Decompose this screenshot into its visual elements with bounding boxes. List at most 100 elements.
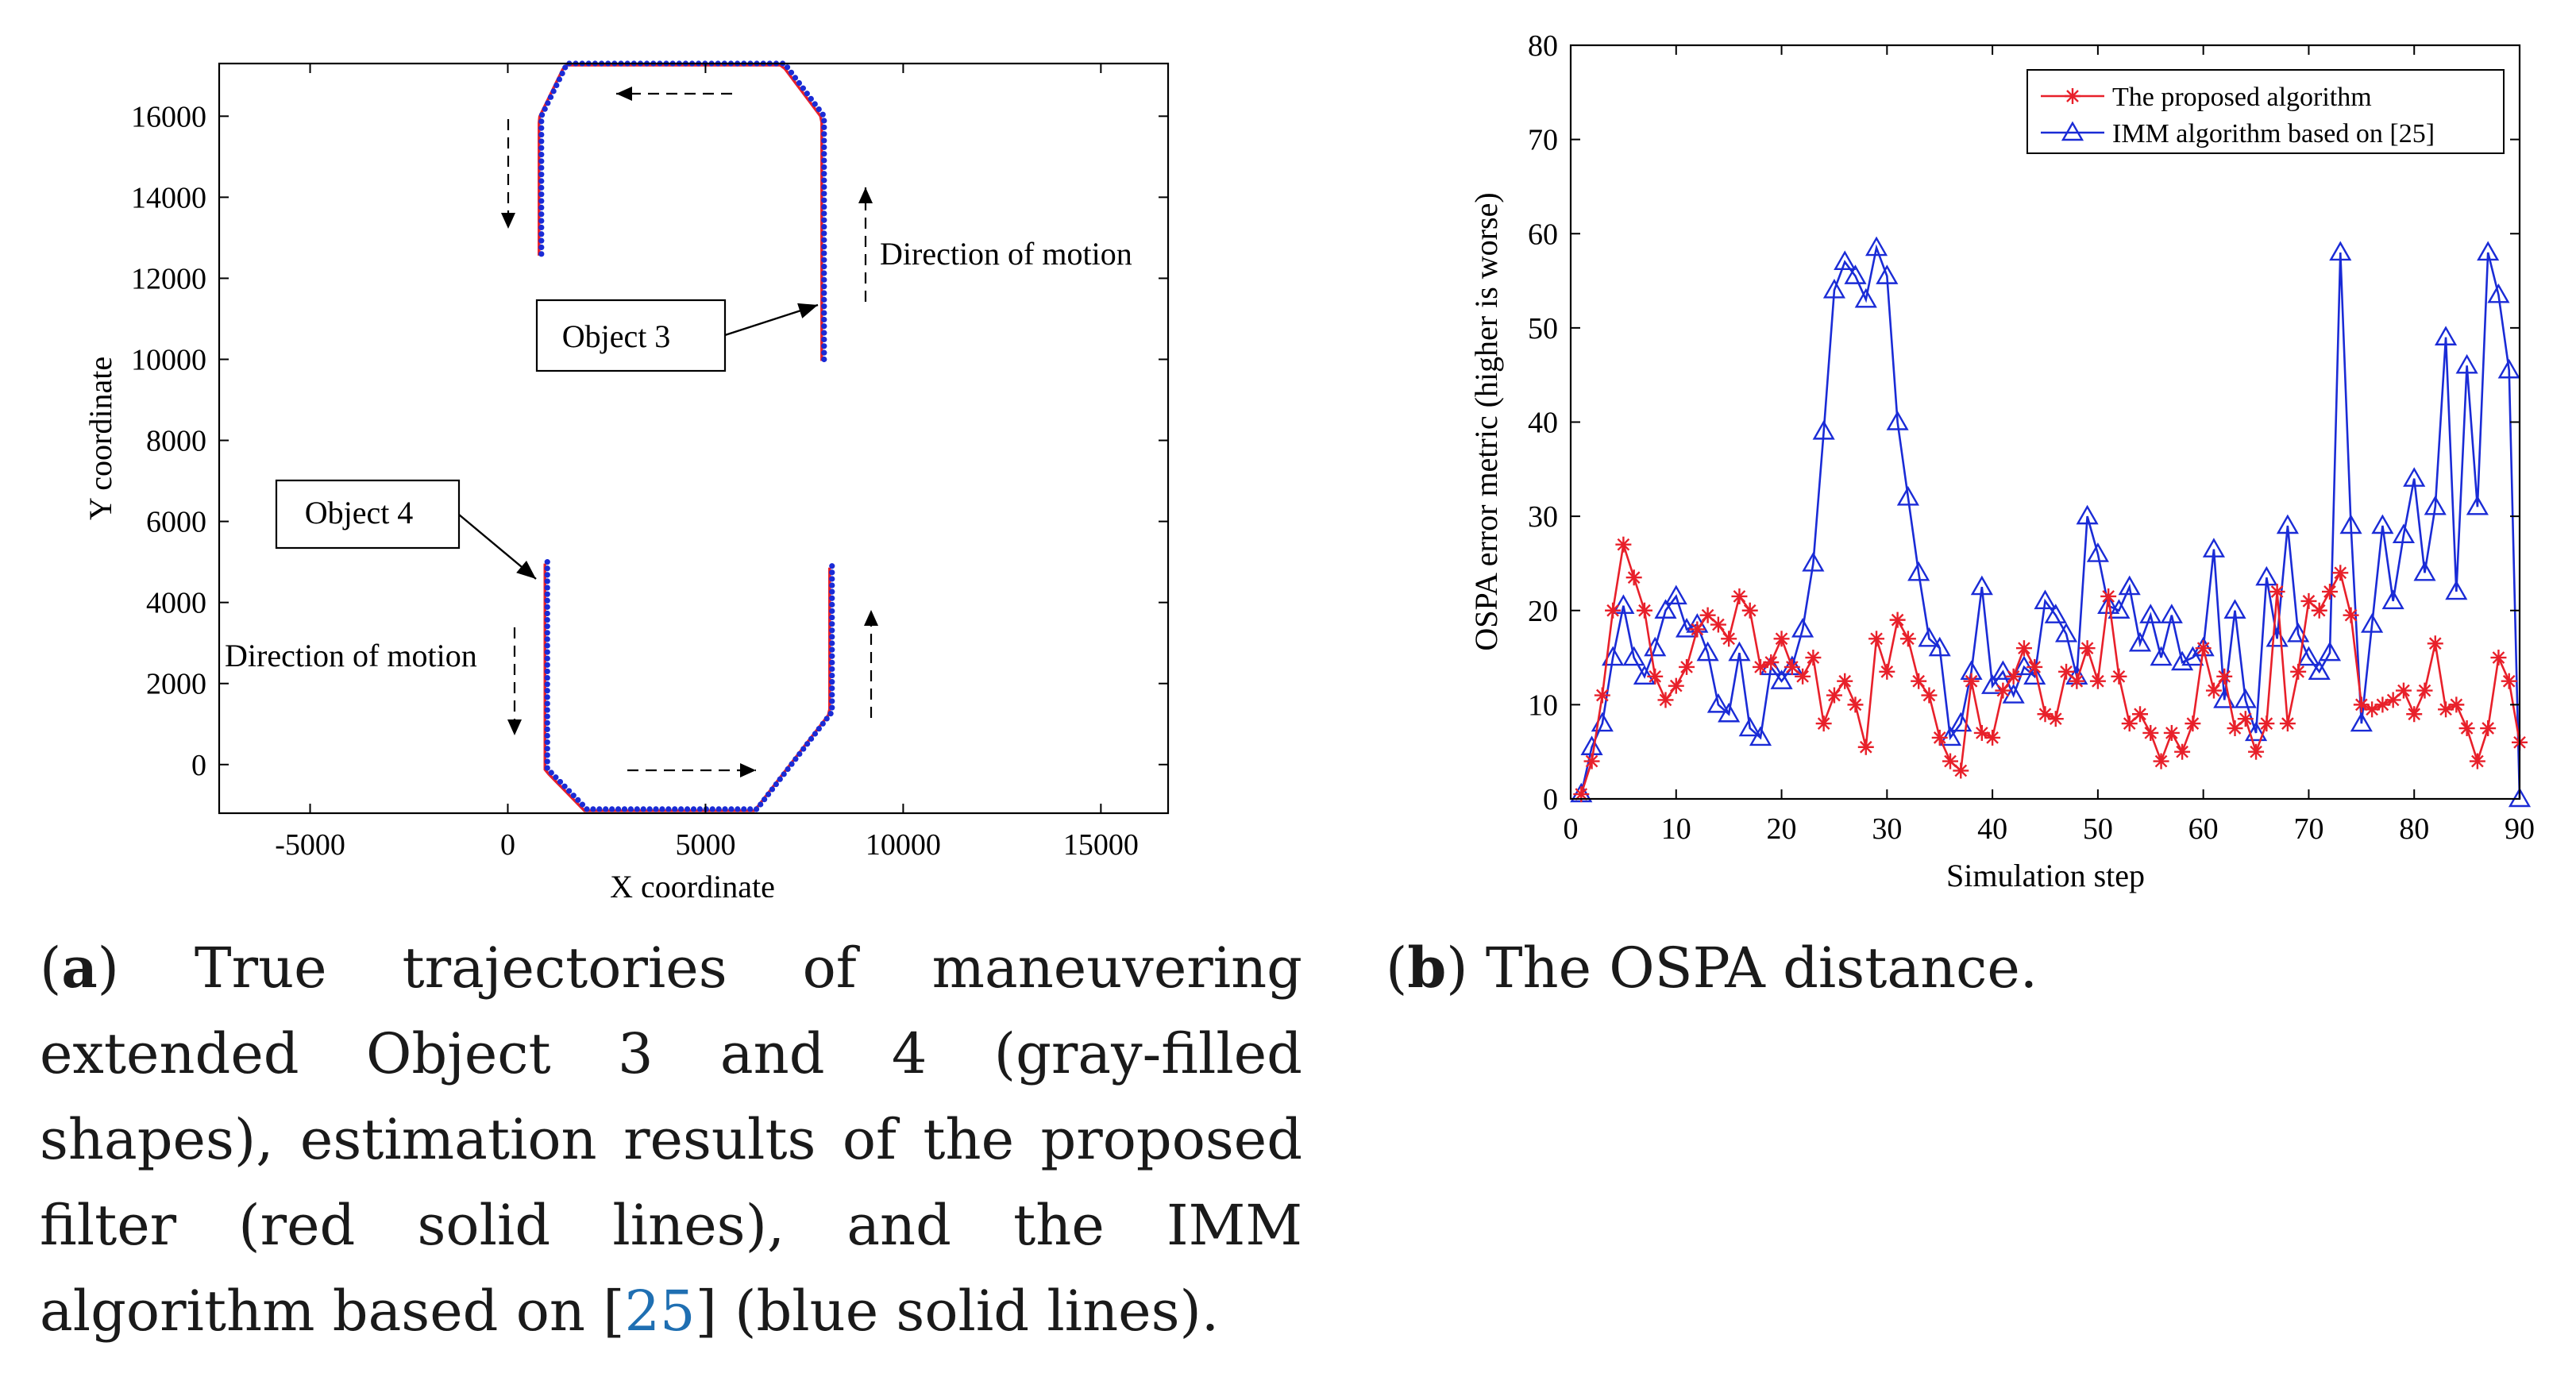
object4-imm-point	[747, 806, 754, 812]
proposed-point	[2501, 673, 2517, 689]
imm-point	[1675, 618, 1699, 638]
object4-imm-point	[584, 806, 590, 812]
object3-imm-point	[821, 191, 827, 197]
object4-imm-point	[544, 616, 550, 623]
object4-imm-point	[829, 685, 835, 692]
proposed-point	[2406, 706, 2423, 723]
object3-imm-point	[800, 85, 806, 91]
imm-point	[1992, 660, 2015, 681]
object3-imm-point	[821, 118, 827, 124]
direction-arrow-down-bottom	[507, 627, 522, 735]
ospa-y-tick-label: 50	[1528, 312, 1558, 345]
object4-imm-point	[646, 806, 653, 812]
proposed-point	[2269, 584, 2285, 600]
object3-imm-point	[538, 198, 545, 204]
trajectory-chart: -5000 0 5000 10000 15000 0 2000 4000 6000 8000 100…	[0, 0, 1286, 897]
object4-imm-point	[544, 565, 550, 572]
object3-imm-point	[821, 303, 827, 310]
ospa-y-tick-label: 10	[1528, 689, 1558, 722]
imm-point	[1728, 641, 1751, 662]
proposed-point	[1784, 658, 1800, 675]
object3-imm-point	[538, 145, 545, 151]
imm-point	[2466, 495, 2489, 515]
imm-point	[1696, 641, 1719, 662]
object3-imm-point	[538, 224, 545, 231]
proposed-point	[1805, 650, 1822, 666]
object3-imm-point	[538, 152, 545, 158]
ospa-x-tick-label: 90	[2505, 812, 2535, 846]
imm-point	[2107, 599, 2131, 619]
caption-a-citation-link[interactable]: 25	[624, 1279, 696, 1344]
ospa-chart: 0 10 20 30 40 50 60 70 80 90 0 10 20 30 40 50 60 70 80 Sim…	[1398, 0, 2576, 905]
imm-point	[2202, 538, 2226, 557]
imm-point	[2276, 514, 2299, 534]
proposed-series	[1573, 536, 2528, 803]
proposed-point	[1657, 692, 1674, 708]
imm-point	[2403, 467, 2426, 487]
object4-imm-point	[548, 770, 554, 776]
object3-imm-point	[538, 118, 545, 125]
imm-point	[2392, 523, 2416, 544]
object3-imm-point	[821, 203, 827, 210]
object3-imm-point	[821, 124, 827, 130]
proposed-point	[2469, 753, 2485, 770]
proposed-point	[2480, 720, 2497, 737]
proposed-point	[2448, 696, 2465, 713]
direction-arrow-up-bottom	[864, 610, 878, 718]
proposed-point	[1731, 588, 1748, 604]
proposed-point	[1857, 739, 1874, 755]
imm-point	[1981, 674, 2004, 694]
object3-imm-point	[821, 177, 827, 183]
imm-point	[2139, 604, 2162, 623]
imm-point	[1938, 726, 1962, 746]
imm-point	[1844, 264, 1867, 284]
object4-imm-point	[544, 707, 550, 713]
proposed-point	[1921, 687, 1938, 704]
object4-imm-point	[728, 806, 735, 812]
proposed-point	[2227, 720, 2243, 737]
imm-point	[2012, 655, 2036, 676]
object3-imm-point	[821, 290, 827, 296]
object3-imm-point	[538, 178, 545, 184]
imm-point	[1664, 584, 1687, 605]
proposed-point	[2005, 668, 2022, 685]
proposed-point	[1899, 631, 1916, 647]
object4-imm-point	[808, 735, 815, 742]
proposed-point	[1837, 673, 1853, 689]
imm-point	[1802, 552, 1825, 572]
proposed-point	[1795, 668, 1811, 685]
object4-imm-point	[829, 608, 835, 615]
imm-point	[2329, 241, 2352, 261]
imm-point	[2434, 326, 2458, 345]
proposed-point	[2364, 701, 2381, 718]
ospa-x-tick-label: 20	[1767, 812, 1797, 846]
imm-point	[2044, 604, 2067, 623]
imm-point	[2487, 283, 2510, 303]
ospa-x-tick-label: 70	[2293, 812, 2323, 846]
proposed-point	[1699, 607, 1716, 623]
imm-point	[1738, 716, 1761, 737]
trajectory-x-axis-label: X coordinate	[610, 869, 775, 897]
object3-label: Object 3	[562, 318, 671, 354]
object4-imm-point	[609, 806, 615, 812]
proposed-point	[2290, 663, 2307, 680]
legend-label-proposed: The proposed algorithm	[2112, 83, 2372, 112]
object4-imm-point	[640, 806, 646, 812]
object4-imm-point	[829, 665, 835, 673]
imm-point	[2339, 514, 2362, 534]
proposed-point	[1984, 729, 2001, 746]
object3-imm-point	[808, 95, 814, 102]
object4-imm-point	[627, 806, 634, 812]
object4-imm-point	[709, 806, 715, 812]
object4-imm-point	[544, 572, 550, 578]
ospa-y-tick-label: 30	[1528, 500, 1558, 534]
imm-point	[2455, 353, 2478, 374]
proposed-point	[2026, 658, 2043, 675]
object4-imm-point	[789, 761, 795, 767]
object4-imm-point	[741, 806, 747, 812]
ospa-y-tick-label: 20	[1528, 595, 1558, 628]
object4-imm-point	[544, 719, 550, 726]
ospa-y-tick-label: 0	[1543, 783, 1558, 816]
proposed-point	[2438, 701, 2455, 718]
ospa-y-tick-label: 60	[1528, 218, 1558, 251]
